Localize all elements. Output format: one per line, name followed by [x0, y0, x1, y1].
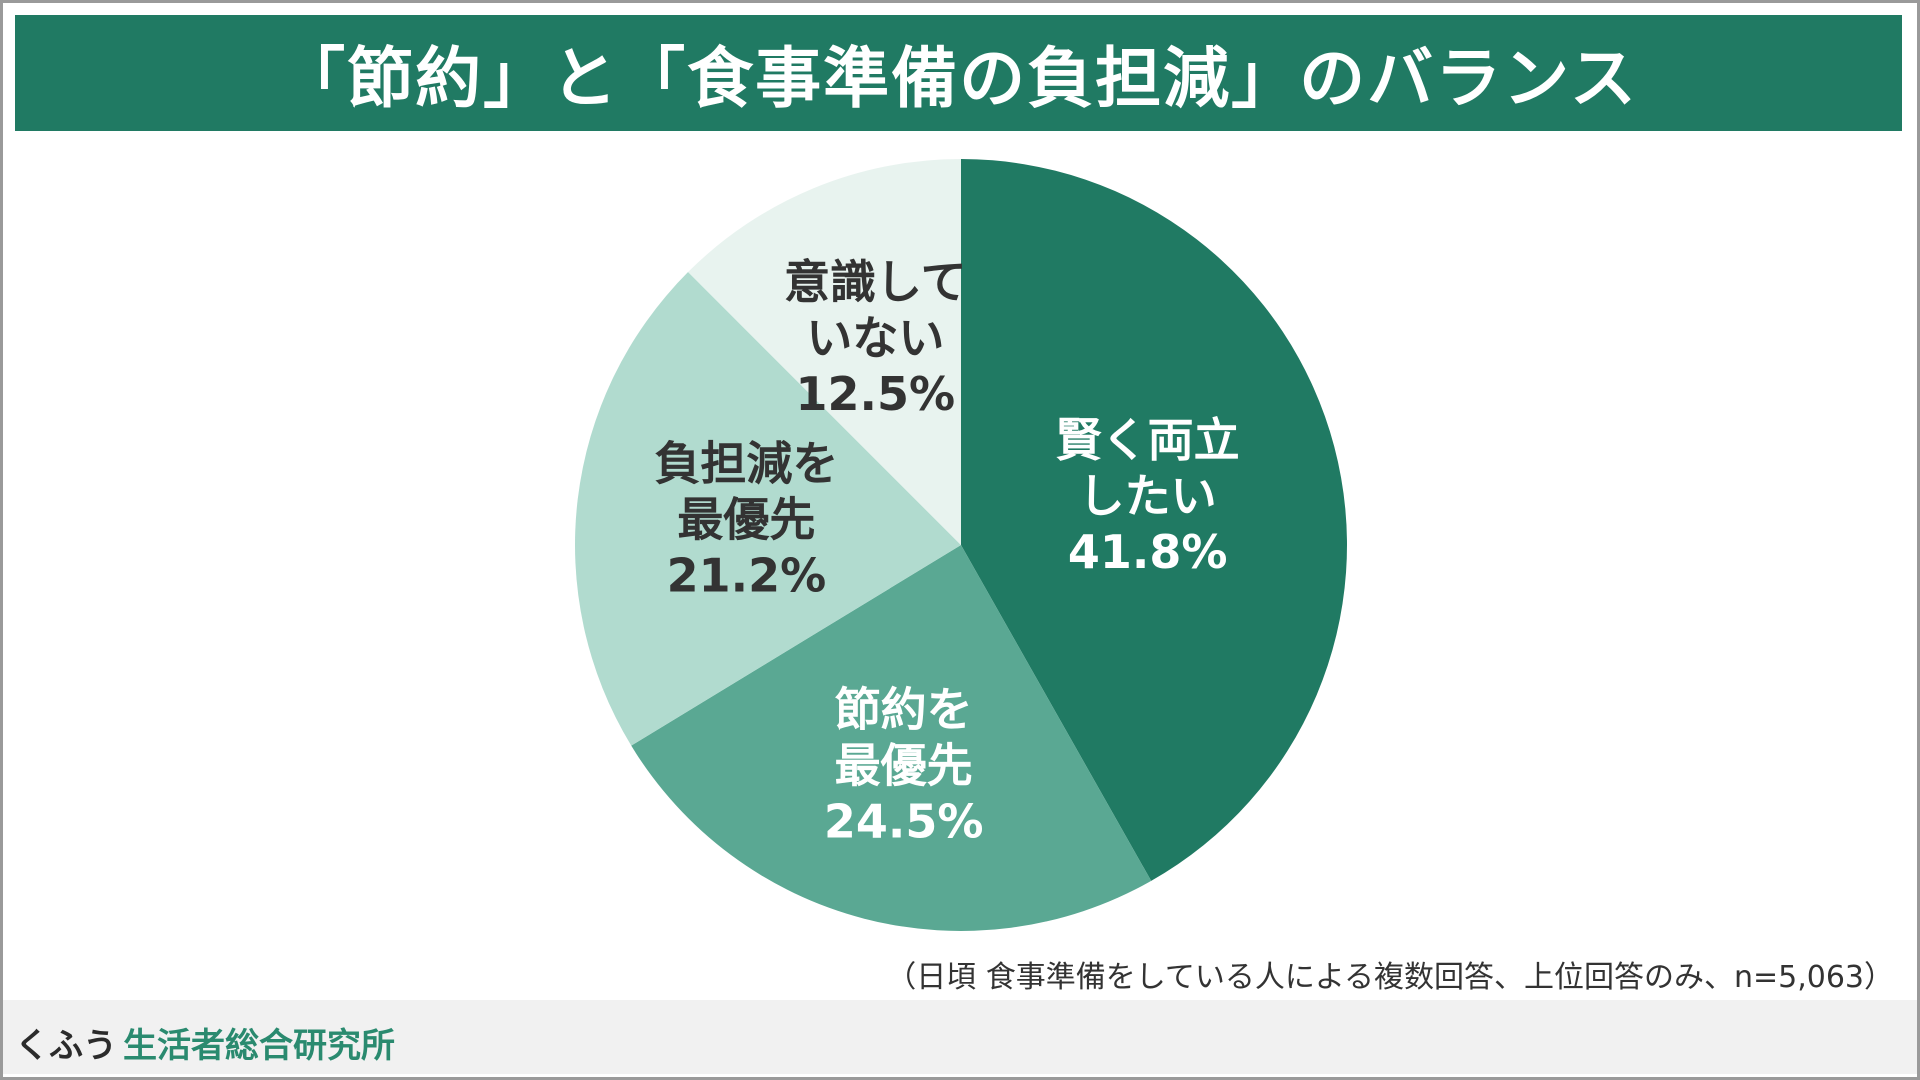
slice-label-line-3-1: 負担減を: [654, 436, 838, 490]
slice-value-2: 24.5%: [824, 794, 984, 848]
chart-title: 「節約」と「食事準備の負担減」のバランス: [279, 40, 1638, 117]
slice-label-line-1-1: 賢く両立: [1056, 413, 1240, 467]
pie-slice-2: [631, 545, 1152, 931]
slice-label-line-3-2: 最優先: [677, 492, 815, 546]
slice-value-1: 41.8%: [1068, 525, 1228, 579]
slice-label-4: 意識していない 12.5%: [784, 255, 967, 421]
brand-logo-part1: くふう: [15, 1026, 117, 1066]
brand-logo-part2: 生活者総合研究所: [123, 1026, 395, 1066]
slice-label-line-4-2: いない: [806, 311, 944, 365]
slice-label-line-2-1: 節約を: [835, 682, 973, 736]
pie-slice-1: [961, 159, 1347, 881]
brand-logo: くふう 生活者総合研究所: [15, 1018, 395, 1067]
slice-label-line-1-2: したい: [1079, 469, 1217, 523]
slice-label-2: 節約を最優先 24.5%: [824, 682, 984, 848]
title-bar: 「節約」と「食事準備の負担減」のバランス: [15, 15, 1902, 131]
slice-value-3: 21.2%: [667, 548, 827, 602]
pie-slice-4: [688, 159, 961, 545]
pie-slice-3: [574, 272, 961, 746]
slice-label-1: 賢く両立したい 41.8%: [1056, 413, 1240, 579]
slice-label-line-2-2: 最優先: [835, 738, 973, 792]
footer: くふう 生活者総合研究所: [3, 1000, 1917, 1074]
slice-value-4: 12.5%: [796, 367, 956, 421]
survey-note: （日頃 食事準備をしている人による複数回答、上位回答のみ、n=5,063）: [886, 960, 1894, 995]
slice-label-3: 負担減を最優先 21.2%: [654, 436, 838, 602]
slice-label-line-4-1: 意識して: [784, 255, 967, 309]
